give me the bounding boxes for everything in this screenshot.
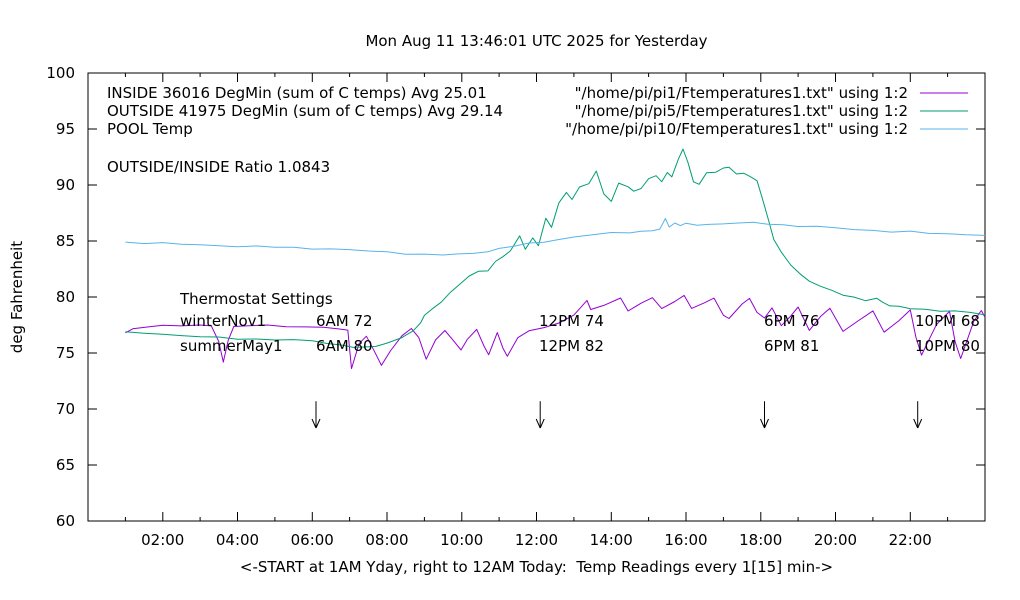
x-tick-label: 20:00	[813, 531, 858, 549]
x-tick-label: 02:00	[141, 531, 185, 549]
ratio-text: OUTSIDE/INSIDE Ratio 1.0843	[107, 158, 331, 176]
thermostat-arrow	[913, 418, 919, 429]
thermostat-arrow	[311, 418, 317, 429]
thermostat-winter-12pm: 12PM 74	[539, 312, 604, 330]
thermostat-winter-label: winterNov1	[180, 312, 267, 330]
y-tick-label: 90	[55, 176, 75, 194]
thermostat-arrow	[535, 418, 541, 429]
y-tick-label: 70	[55, 400, 75, 418]
legend-file-label-outside: "/home/pi/pi5/Ftemperatures1.txt" using …	[574, 102, 908, 120]
x-tick-label: 16:00	[664, 531, 708, 549]
thermostat-summer-6pm: 6PM 81	[764, 337, 820, 355]
y-tick-label: 95	[55, 120, 75, 138]
thermostat-arrow	[760, 418, 765, 429]
y-tick-label: 100	[46, 64, 75, 82]
x-tick-label: 18:00	[739, 531, 783, 549]
thermostat-winter-10pm: 10PM 68	[915, 312, 980, 330]
thermostat-summer-label: summerMay1	[180, 337, 283, 355]
thermostat-winter-6am: 6AM 72	[316, 312, 373, 330]
thermostat-arrow	[315, 418, 321, 429]
thermostat-summer-6am: 6AM 80	[316, 337, 373, 355]
legend-series-label-inside: INSIDE 36016 DegMin (sum of C temps) Avg…	[107, 84, 487, 102]
series-outside-line	[125, 148, 986, 348]
legend-series-label-outside: OUTSIDE 41975 DegMin (sum of C temps) Av…	[107, 102, 504, 120]
x-tick-label: 04:00	[215, 531, 260, 549]
thermostat-arrow	[539, 418, 545, 429]
y-tick-label: 75	[55, 344, 75, 362]
series-pool-line	[125, 218, 986, 256]
y-tick-label: 80	[55, 288, 75, 306]
y-tick-label: 65	[55, 456, 75, 474]
y-tick-label: 60	[55, 512, 75, 530]
thermostat-title: Thermostat Settings	[180, 290, 333, 308]
legend-file-label-pool: "/home/pi/pi10/Ftemperatures1.txt" using…	[565, 120, 908, 138]
legend-series-label-pool: POOL Temp	[107, 120, 193, 138]
thermostat-winter-6pm: 6PM 76	[764, 312, 820, 330]
thermostat-arrow	[917, 418, 923, 429]
chart-title: Mon Aug 11 13:46:01 UTC 2025 for Yesterd…	[365, 32, 708, 50]
x-tick-label: 12:00	[514, 531, 559, 549]
thermostat-summer-10pm: 10PM 80	[915, 337, 980, 355]
x-tick-label: 06:00	[290, 531, 334, 549]
legend-file-label-inside: "/home/pi/pi1/Ftemperatures1.txt" using …	[574, 84, 908, 102]
x-tick-label: 14:00	[589, 531, 633, 549]
x-axis-label: <-START at 1AM Yday, right to 12AM Today…	[239, 558, 834, 576]
x-tick-label: 22:00	[888, 531, 932, 549]
x-tick-label: 10:00	[440, 531, 484, 549]
x-tick-label: 08:00	[365, 531, 409, 549]
thermostat-arrow	[764, 418, 769, 429]
y-tick-label: 85	[55, 232, 75, 250]
series-inside-line	[125, 294, 986, 370]
thermostat-summer-12pm: 12PM 82	[539, 337, 604, 355]
